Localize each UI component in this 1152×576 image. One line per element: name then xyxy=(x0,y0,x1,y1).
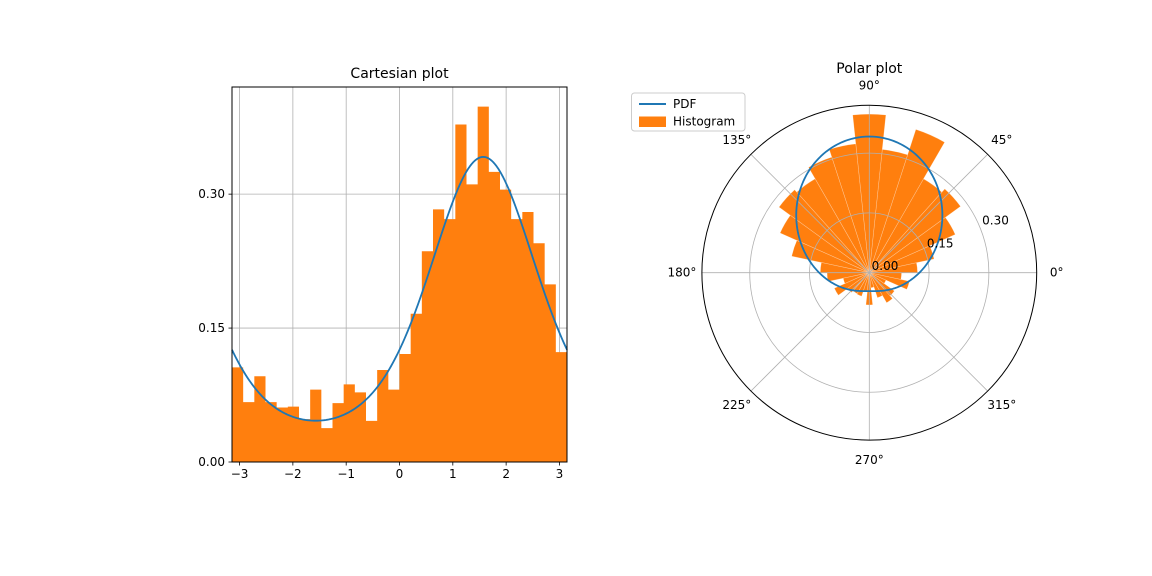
polar-histogram-wedge xyxy=(869,245,935,273)
polar-histogram-wedge xyxy=(796,178,870,273)
x-tick-label: 1 xyxy=(449,467,457,481)
polar-axes-border xyxy=(701,104,1038,441)
polar-angle-label: 135° xyxy=(722,133,751,147)
polar-radial-gridline xyxy=(749,152,990,393)
polar-histogram-wedge xyxy=(779,214,870,273)
polar-axis-labels: 0° 45° 90° 135° 180° 225° 270° 315° 0.00 0.15 0.30 xyxy=(667,78,1063,467)
pdf-curve-polar xyxy=(795,135,944,293)
polar-histogram-wedge xyxy=(869,149,908,273)
polar-gridlines xyxy=(701,105,1037,441)
x-tick-label: −2 xyxy=(284,467,302,481)
x-tick-label: 3 xyxy=(556,467,564,481)
polar-angle-label: 225° xyxy=(722,398,751,412)
x-tick-label: −1 xyxy=(337,467,355,481)
x-tick-label: 2 xyxy=(502,467,510,481)
polar-histogram-wedge xyxy=(778,189,870,273)
histogram-bars xyxy=(232,106,567,462)
polar-radius-label: 0.30 xyxy=(982,213,1009,227)
y-tick-label: 0.15 xyxy=(198,321,225,335)
polar-angle-label: 90° xyxy=(859,78,880,92)
polar-radius-label: 0.15 xyxy=(927,236,954,250)
histogram-legend-label: Histogram xyxy=(673,115,735,129)
x-tick-label: −3 xyxy=(231,467,249,481)
y-tick-label: 0.30 xyxy=(198,187,225,201)
polar-histogram-wedge xyxy=(869,272,875,289)
cartesian-subplot: −3 −2 −1 0 1 2 3 0.00 0.15 0.30 Cartesian plot xyxy=(198,66,568,481)
histogram-legend-swatch xyxy=(639,116,666,127)
polar-histogram-wedge xyxy=(869,272,893,304)
polar-subplot: 0° 45° 90° 135° 180° 225° 270° 315° 0.00 0.15 0.30… xyxy=(667,61,1063,467)
polar-angle-gridline xyxy=(869,272,988,392)
polar-histogram-wedge xyxy=(869,188,961,273)
cartesian-ticks: −3 −2 −1 0 1 2 3 0.00 0.15 0.30 xyxy=(198,187,563,481)
polar-histogram-wedge xyxy=(791,240,870,273)
polar-histogram-wedge xyxy=(808,156,870,273)
polar-radius-label: 0.00 xyxy=(872,259,899,273)
polar-angle-gridline xyxy=(869,154,988,273)
polar-radial-gridline xyxy=(809,212,930,333)
polar-histogram-wedge xyxy=(869,178,943,273)
polar-histogram-wedge xyxy=(842,272,870,284)
polar-angle-label: 45° xyxy=(991,133,1012,147)
cartesian-title: Cartesian plot xyxy=(350,66,449,82)
polar-histogram-wedge xyxy=(869,216,956,273)
polar-histogram-wedge xyxy=(833,272,870,296)
cartesian-histogram xyxy=(232,106,567,462)
y-tick-label: 0.00 xyxy=(198,455,225,469)
polar-histogram-wedge xyxy=(869,272,887,284)
pdf-legend-label: PDF xyxy=(673,97,696,111)
x-tick-label: 0 xyxy=(396,467,404,481)
polar-histogram xyxy=(778,113,961,306)
polar-angle-gridline xyxy=(750,154,870,273)
polar-angle-label: 270° xyxy=(855,453,884,467)
polar-angle-label: 315° xyxy=(987,398,1016,412)
legend: PDF Histogram xyxy=(631,92,746,132)
polar-angle-label: 0° xyxy=(1050,266,1064,280)
polar-angle-label: 180° xyxy=(667,266,696,280)
polar-title: Polar plot xyxy=(836,61,903,77)
polar-angle-gridline xyxy=(750,272,870,392)
pdf-curve-cartesian xyxy=(231,156,568,422)
